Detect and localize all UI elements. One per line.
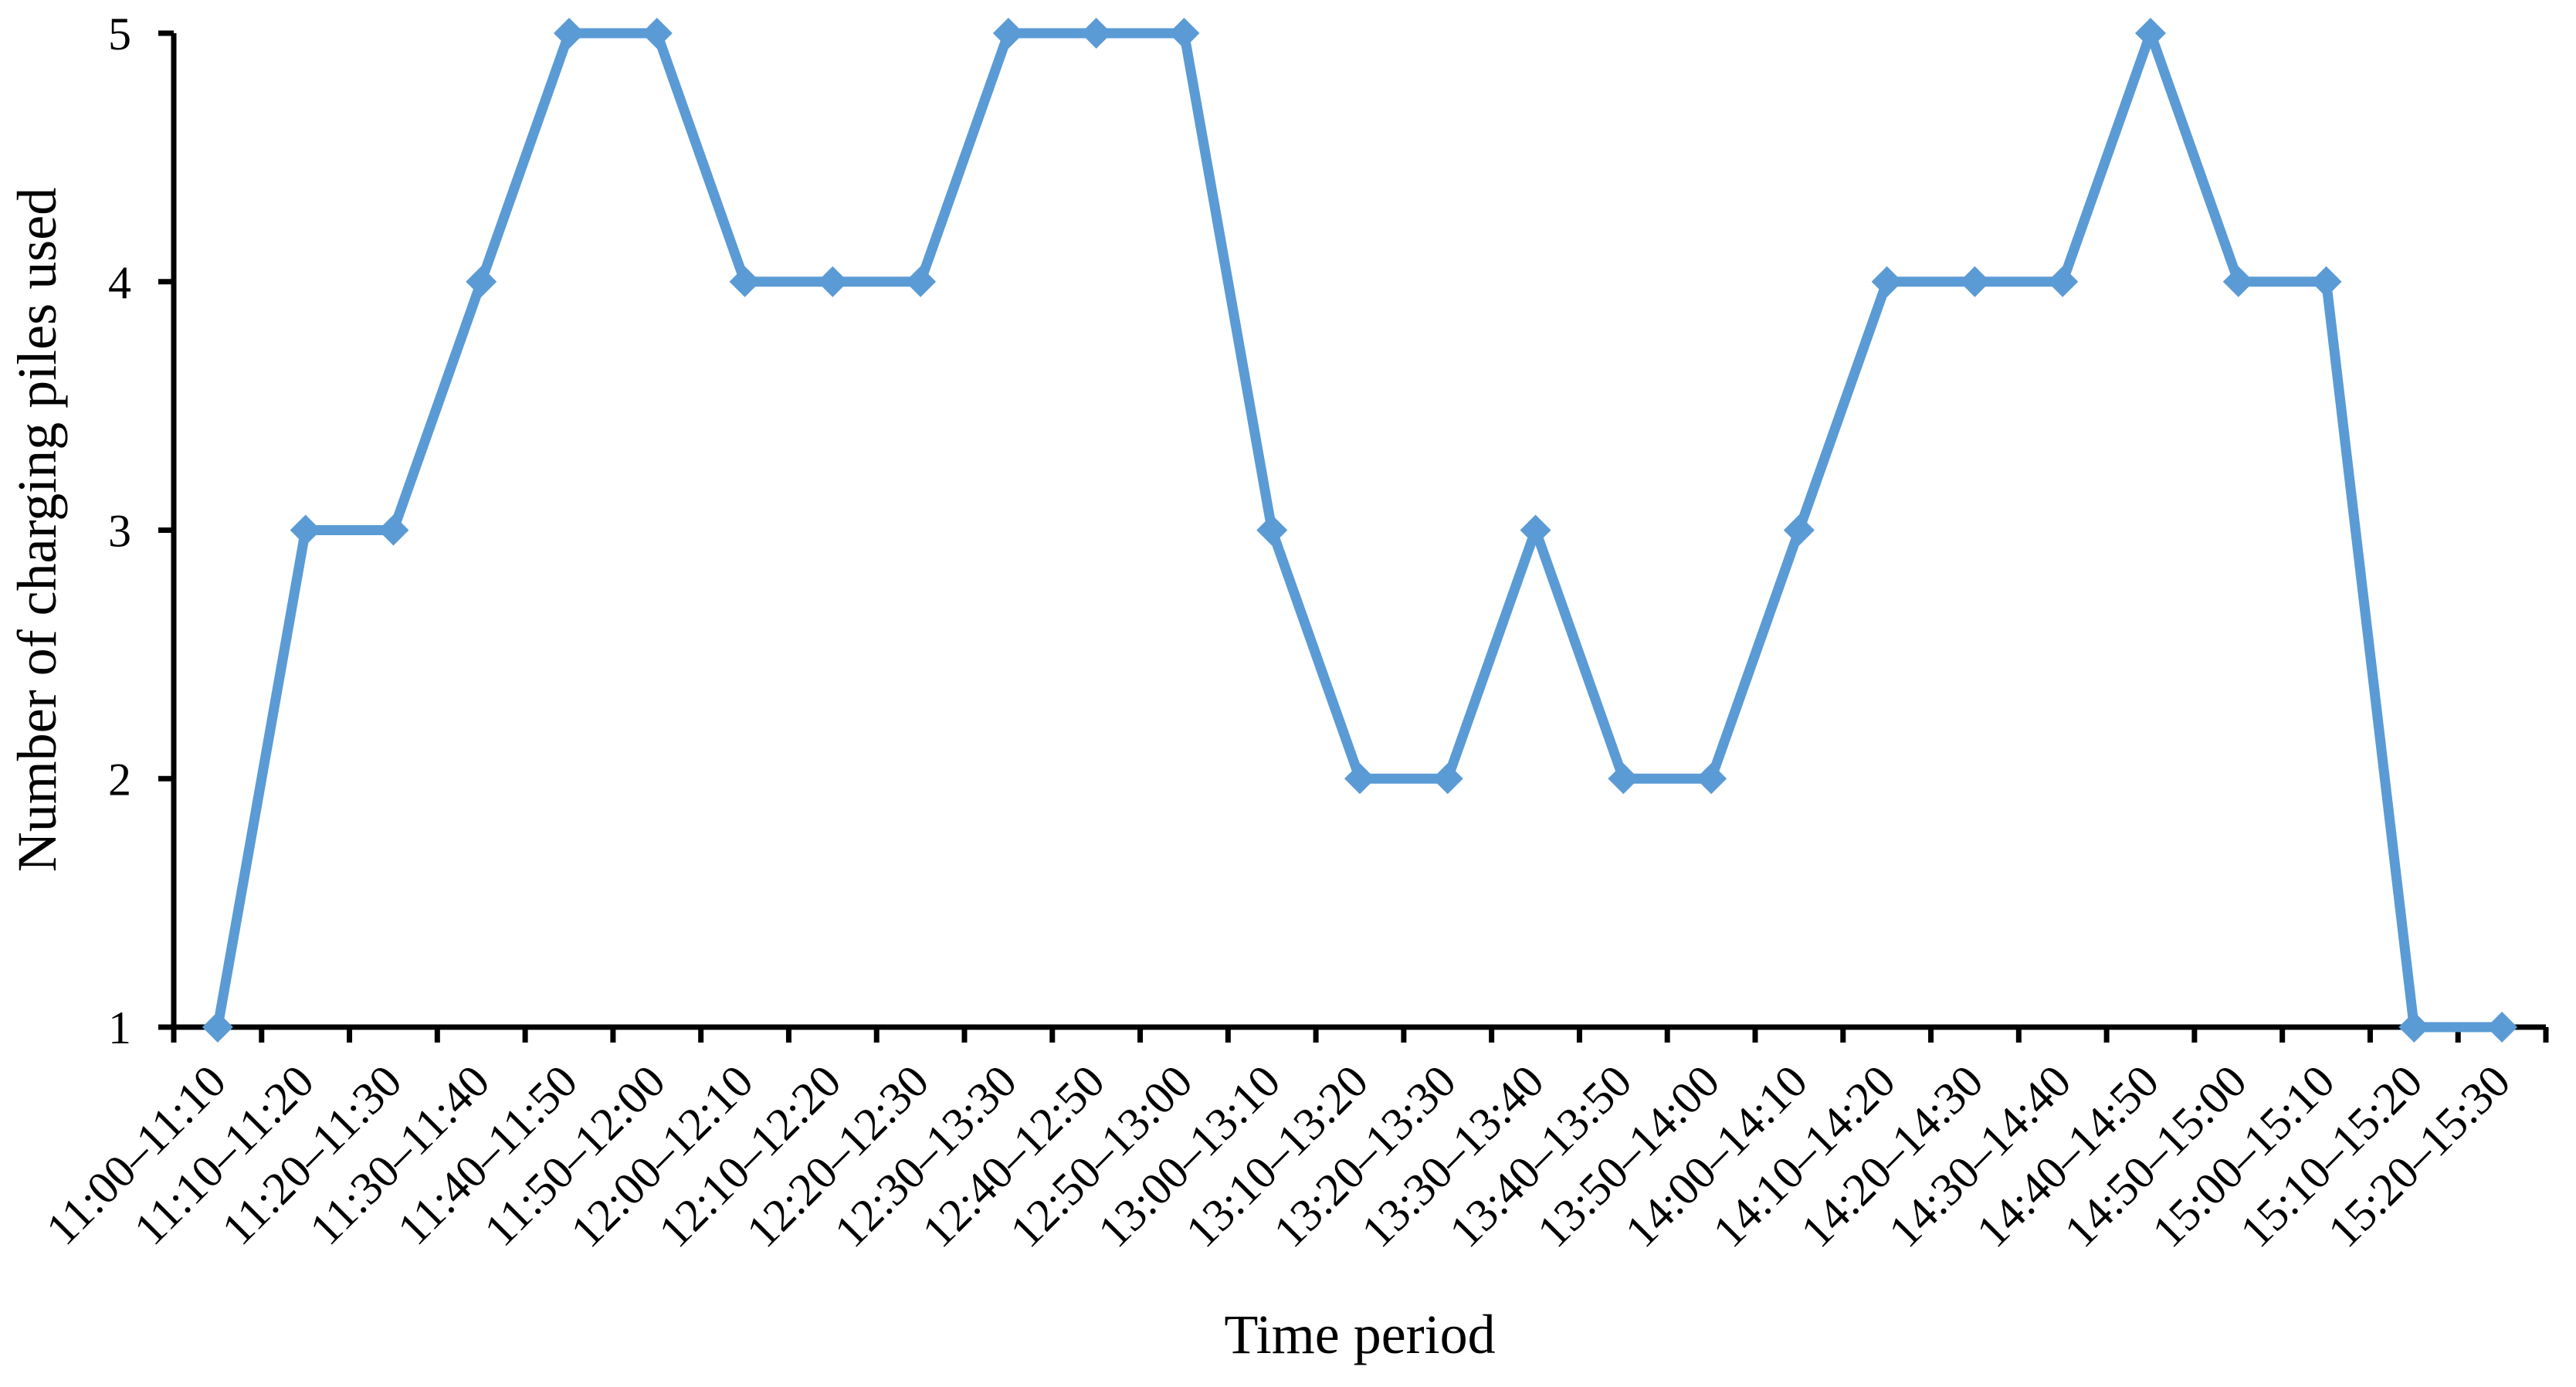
y-axis-title: Number of charging piles used — [6, 188, 68, 872]
data-point-marker — [729, 266, 761, 297]
data-point-marker — [1520, 514, 1551, 546]
data-point-marker — [1168, 18, 1200, 49]
data-point-marker — [1344, 763, 1375, 795]
data-point-marker — [1783, 514, 1815, 546]
x-axis-title: Time period — [1224, 1304, 1495, 1365]
y-tick-label: 5 — [108, 8, 131, 59]
data-point-marker — [378, 514, 409, 546]
data-point-marker — [202, 1012, 233, 1043]
series-line — [212, 28, 2507, 1033]
data-point-marker — [2135, 18, 2166, 49]
plot-area: 1234511:00–11:1011:10–11:2011:20–11:3011… — [36, 8, 2549, 1257]
y-tick-label: 3 — [108, 506, 131, 557]
data-point-marker — [1432, 763, 1463, 795]
data-point-marker — [290, 514, 321, 546]
data-point-marker — [1696, 763, 1727, 795]
data-point-marker — [1871, 266, 1903, 297]
data-point-marker — [992, 18, 1024, 49]
data-point-marker — [817, 266, 849, 297]
data-point-marker — [1256, 514, 1288, 546]
y-tick-label: 2 — [108, 754, 131, 805]
y-tick-label: 1 — [108, 1002, 131, 1053]
y-tick-label: 4 — [108, 257, 131, 308]
data-point-marker — [466, 266, 497, 297]
data-point-marker — [2222, 266, 2254, 297]
data-point-marker — [2047, 266, 2079, 297]
data-point-marker — [1608, 763, 1639, 795]
data-point-marker — [1080, 18, 1112, 49]
data-point-marker — [1959, 266, 1991, 297]
data-point-marker — [2486, 1012, 2518, 1043]
data-point-marker — [641, 18, 673, 49]
data-point-marker — [2310, 266, 2342, 297]
data-point-marker — [2398, 1012, 2430, 1043]
data-point-marker — [905, 266, 937, 297]
data-point-marker — [554, 18, 585, 49]
